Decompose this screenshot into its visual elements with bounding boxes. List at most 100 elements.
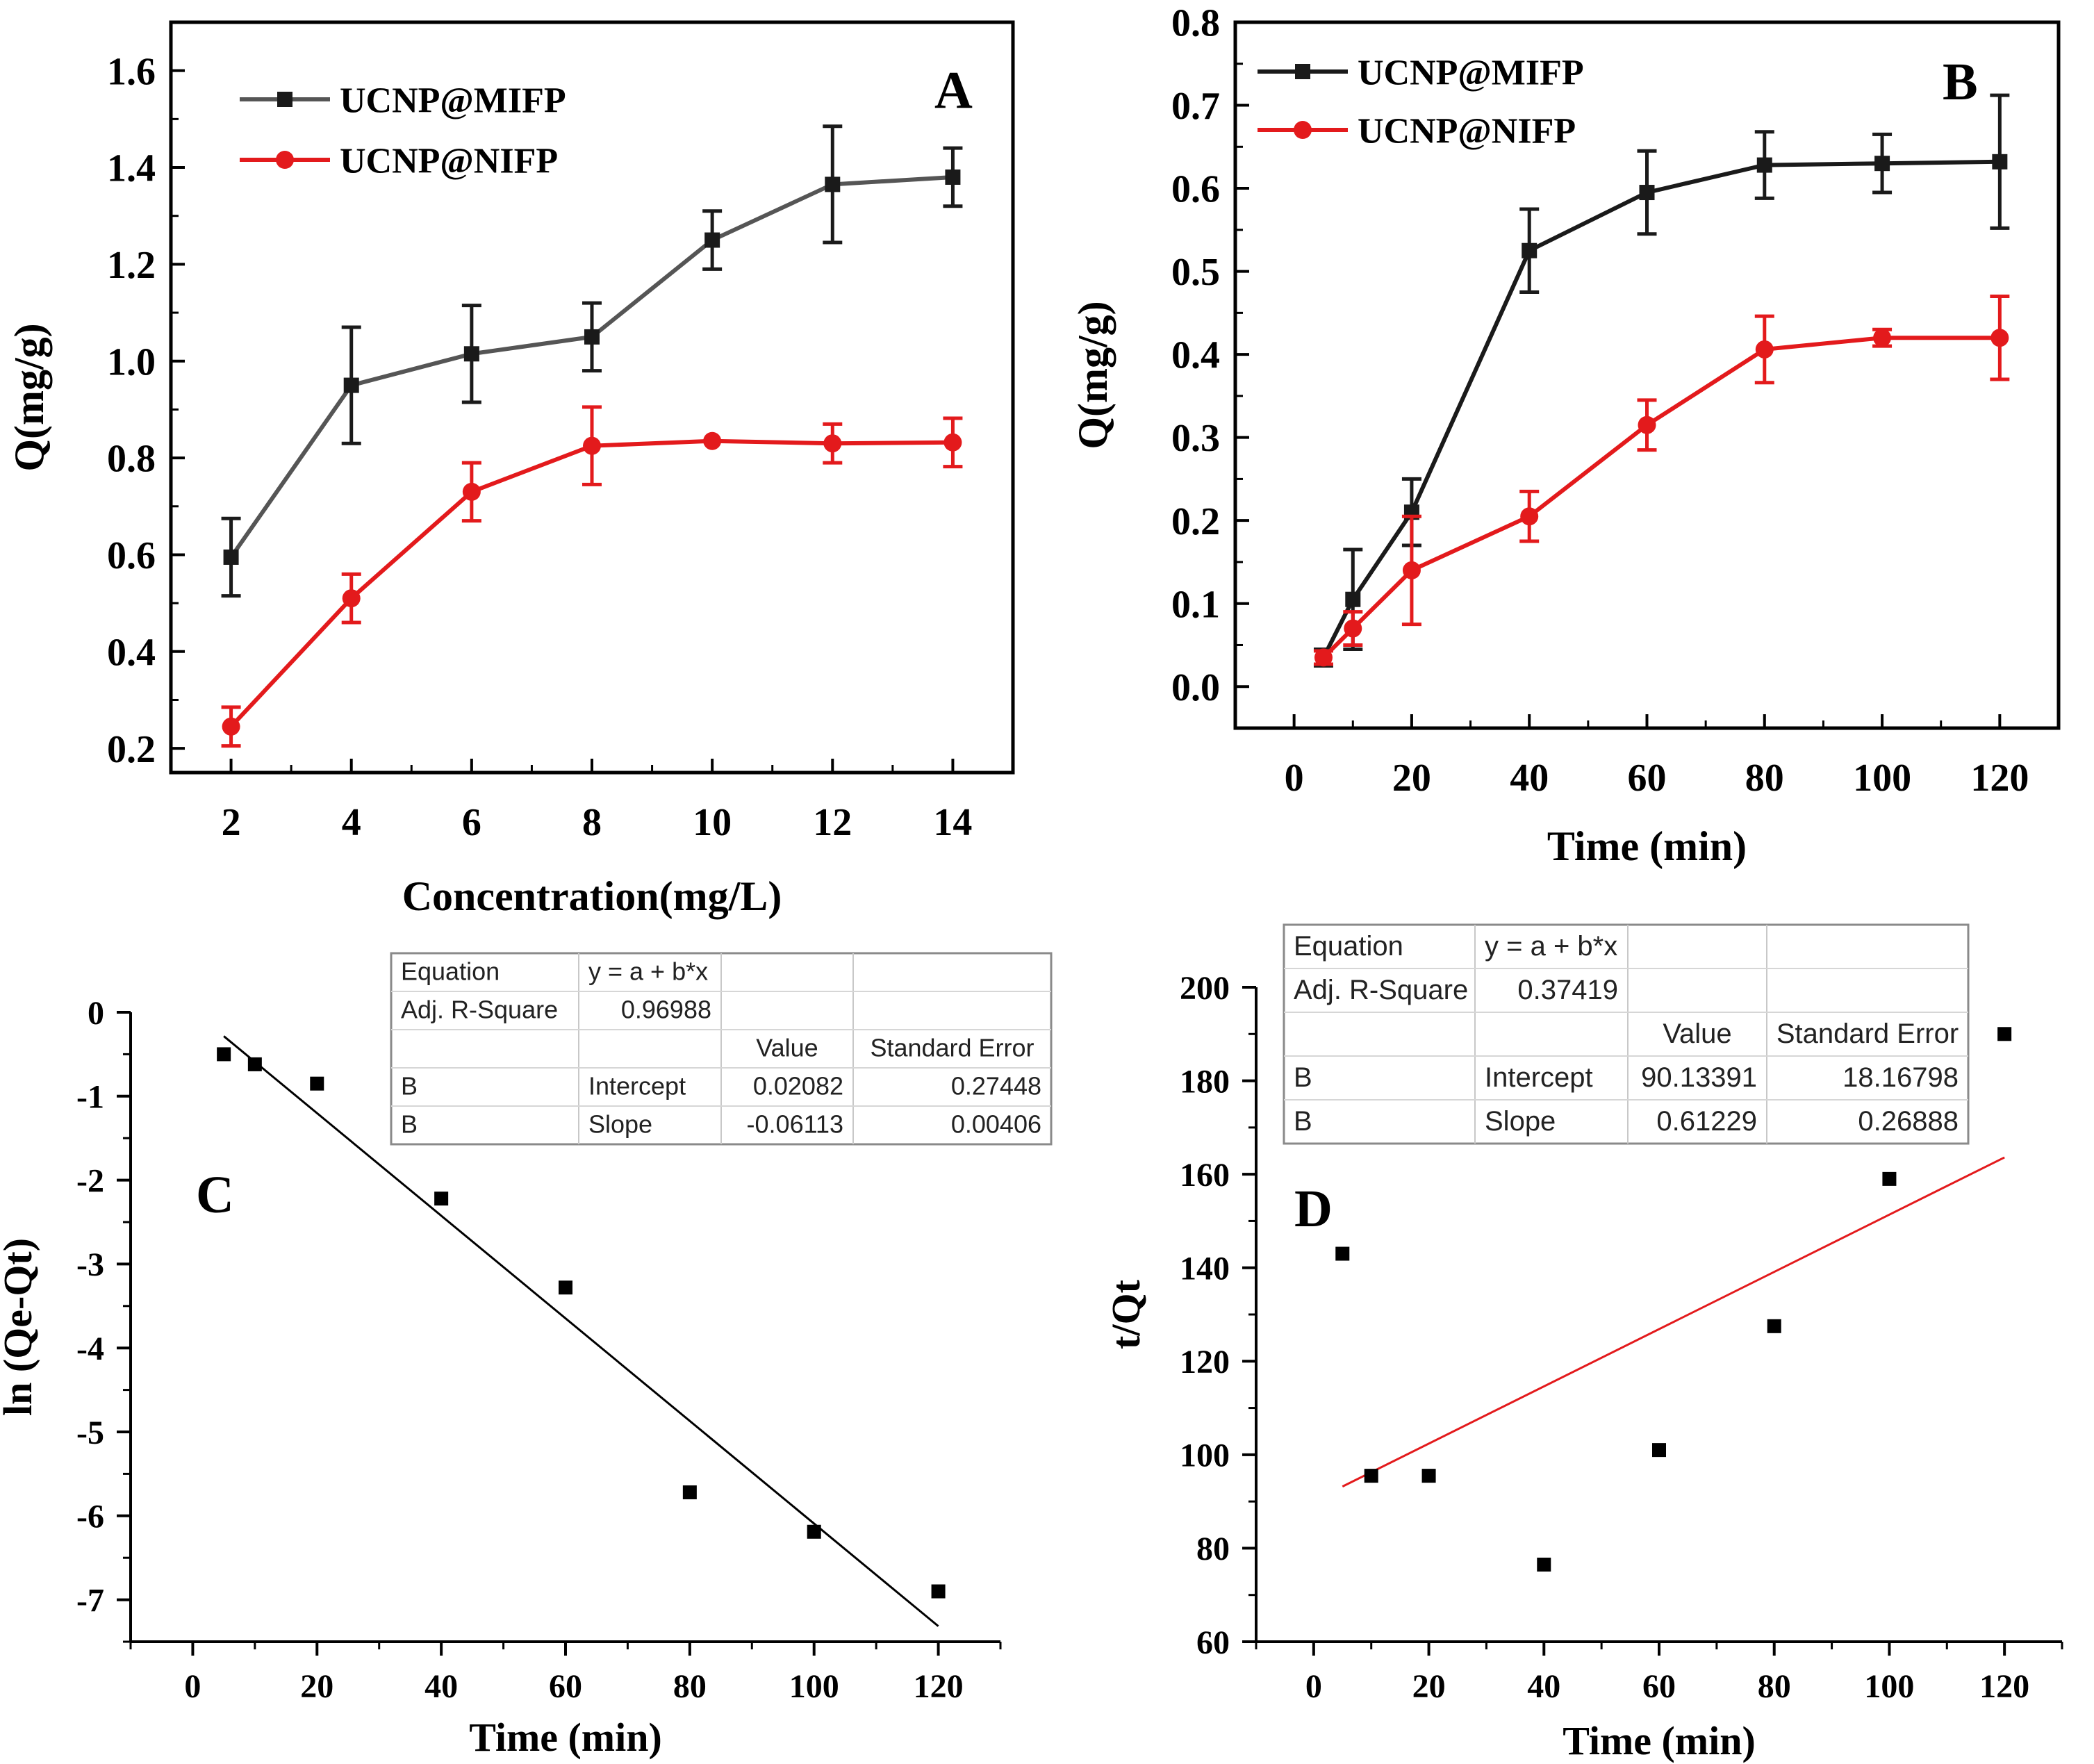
- data-point: [342, 589, 361, 608]
- panel-label: C: [196, 1166, 234, 1224]
- data-point: [1652, 1443, 1666, 1458]
- fit-table-cell: B: [1294, 1106, 1312, 1137]
- data-point: [434, 1192, 449, 1206]
- x-tick-label: 120: [1970, 757, 2029, 800]
- y-tick-label: -2: [76, 1162, 104, 1199]
- x-tick-label: 8: [582, 801, 602, 844]
- panel-label: A: [934, 61, 973, 119]
- fit-table-cell: B: [1294, 1062, 1312, 1093]
- data-point: [1314, 648, 1333, 667]
- x-tick-label: 20: [1392, 757, 1431, 800]
- y-tick-label: 140: [1180, 1251, 1230, 1287]
- series-line: [1321, 159, 2000, 659]
- data-point: [463, 346, 479, 362]
- x-axis-label: Time (min): [469, 1715, 662, 1760]
- data-point: [584, 329, 600, 345]
- data-point: [1882, 1171, 1897, 1186]
- x-tick-label: 10: [693, 801, 732, 844]
- data-point: [1402, 561, 1421, 579]
- x-tick-label: 80: [1758, 1668, 1791, 1705]
- y-tick-label: 1.6: [107, 50, 156, 93]
- fit-table-cell: 0.02082: [753, 1072, 843, 1101]
- data-point: [825, 176, 841, 192]
- x-tick-label: 40: [1527, 1668, 1560, 1705]
- data-point: [931, 1584, 946, 1599]
- data-point: [343, 377, 359, 393]
- fit-table-cell: y = a + b*x: [588, 957, 708, 986]
- y-tick-label: 200: [1180, 970, 1230, 1007]
- fit-table-cell: Adj. R-Square: [401, 996, 558, 1024]
- x-tick-label: 120: [1979, 1668, 2029, 1705]
- data-point: [223, 549, 239, 565]
- x-tick-label: 0: [1285, 757, 1304, 800]
- x-axis-label: Concentration(mg/L): [402, 873, 782, 919]
- fit-table-cell: Intercept: [588, 1072, 686, 1101]
- data-point: [1755, 340, 1774, 358]
- fit-table-cell: -0.06113: [747, 1110, 843, 1139]
- y-tick-label: 60: [1196, 1624, 1230, 1661]
- y-axis-label: t/Qt: [1103, 1279, 1148, 1349]
- data-point: [682, 1485, 697, 1499]
- y-tick-label: 160: [1180, 1157, 1230, 1194]
- y-tick-label: -4: [76, 1330, 104, 1367]
- data-point: [1638, 415, 1656, 434]
- series-ucnp-nifp: [221, 405, 963, 748]
- panel-d: 0 20 40 60 80 100 120 60 80 100 120 140 160 180 200 Tim…: [1103, 923, 2063, 1763]
- data-point: [943, 433, 962, 452]
- y-tick-label: 0.7: [1171, 85, 1220, 128]
- data-point: [462, 482, 481, 501]
- data-point: [1522, 242, 1537, 258]
- x-tick-label: 80: [673, 1668, 707, 1705]
- x-tick-label: 100: [789, 1668, 839, 1705]
- fit-table-cell: 18.16798: [1842, 1062, 1959, 1093]
- y-tick-label: 0.2: [1171, 500, 1220, 543]
- data-point: [559, 1280, 572, 1295]
- y-tick-label: -5: [76, 1415, 104, 1451]
- legend-label: UCNP@NIFP: [340, 142, 558, 181]
- legend-marker: [277, 92, 292, 107]
- legend-label: UCNP@NIFP: [1358, 112, 1576, 151]
- y-tick-label: 0.5: [1171, 251, 1220, 294]
- fit-table-cell: Standard Error: [1776, 1019, 1959, 1049]
- y-tick-label: 0.6: [1171, 168, 1220, 211]
- data-point: [1990, 329, 2009, 347]
- fit-table-border: [1283, 923, 1970, 1145]
- data-point: [1335, 1246, 1350, 1261]
- panel-b: 0 20 40 60 80 100 120 0.0 0.1 0.2 0.3 0.4 0.5 0.6 0.7 0…: [1070, 2, 2061, 869]
- x-tick-label: 120: [914, 1668, 964, 1705]
- fit-table-cell: 0.27448: [951, 1072, 1041, 1101]
- fit-table-cell: y = a + b*x: [1485, 931, 1617, 962]
- fit-table-cell: 0.96988: [621, 996, 711, 1024]
- x-tick-label: 40: [1510, 757, 1549, 800]
- y-axis-label: Q(mg/g): [1070, 301, 1116, 449]
- data-point: [1874, 156, 1890, 172]
- series-ucnp-mifp: [221, 124, 963, 598]
- x-tick-label: 100: [1864, 1668, 1914, 1705]
- fit-line: [1342, 1156, 2005, 1487]
- y-tick-label: -7: [76, 1582, 104, 1619]
- y-tick-label: 0.8: [107, 438, 156, 481]
- data-point: [247, 1057, 262, 1071]
- data-point: [1537, 1557, 1551, 1572]
- data-point: [1421, 1469, 1436, 1483]
- data-point: [1639, 185, 1655, 201]
- x-tick-label: 100: [1853, 757, 1911, 800]
- y-tick-label: 1.4: [107, 147, 156, 190]
- y-tick-label: 0.3: [1171, 417, 1220, 460]
- legend-marker: [1295, 64, 1310, 79]
- fit-table-cell: Value: [1663, 1019, 1731, 1049]
- x-tick-label: 80: [1745, 757, 1784, 800]
- x-tick-label: 2: [222, 801, 241, 844]
- y-tick-label: 100: [1180, 1437, 1230, 1474]
- series-ucnp-nifp: [1313, 294, 2010, 667]
- fit-table-cell: 90.13391: [1641, 1062, 1757, 1093]
- data-point: [1520, 507, 1539, 526]
- fit-table-cell: 0.37419: [1517, 975, 1618, 1005]
- fit-table: Equation y = a + b*x Adj. R-Square 0.37419 V…: [1283, 923, 1970, 1145]
- y-tick-label: 80: [1196, 1531, 1230, 1567]
- data-point: [703, 431, 722, 450]
- series-ucnp-mifp: [1313, 93, 2010, 668]
- panel-label: D: [1294, 1180, 1333, 1238]
- x-tick-label: 20: [1412, 1668, 1446, 1705]
- x-tick-label: 60: [1642, 1668, 1676, 1705]
